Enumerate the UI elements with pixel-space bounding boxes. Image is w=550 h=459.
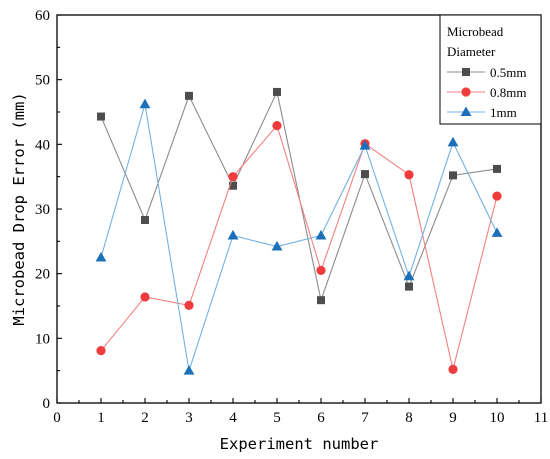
data-point-1mm-1 — [95, 251, 107, 262]
legend-entries: 0.5mm 0.8mm 1mm — [447, 65, 526, 120]
data-point-1mm-10 — [491, 227, 503, 237]
series-line-0.5mm — [100, 90, 498, 303]
data-point-0.5mm-1 — [97, 112, 105, 121]
data-point-0.8mm-4 — [228, 172, 238, 182]
legend-marker-0.5mm — [462, 68, 470, 76]
data-point-0.5mm-3 — [185, 91, 193, 100]
axis-tick-labels: 0 1 2 3 4 5 6 7 8 9 10 11 0 10 20 30 40 50 60 — [35, 8, 548, 426]
data-point-0.8mm-3 — [184, 300, 194, 310]
data-point-0.8mm-1 — [96, 346, 106, 356]
data-point-0.8mm-10 — [492, 191, 502, 201]
series-line-1mm — [100, 104, 498, 371]
legend-marker-0.8mm — [461, 87, 471, 97]
data-point-1mm-2 — [139, 98, 151, 109]
legend-marker-1mm — [460, 106, 472, 116]
y-axis-title: Microbead Drop Error (mm) — [10, 92, 28, 325]
x-tick-label-10: 10 — [490, 410, 505, 426]
x-tick-label-0: 0 — [53, 410, 61, 426]
data-point-0.8mm-6 — [316, 265, 326, 276]
x-tick-label-7: 7 — [361, 410, 369, 426]
data-point-1mm-6 — [315, 229, 327, 240]
data-point-1mm-7 — [359, 140, 371, 150]
x-tick-label-6: 6 — [317, 410, 325, 426]
data-point-1mm-9 — [447, 136, 459, 147]
legend: Microbead Diameter 0.5mm 0.8mm 1mm — [439, 14, 542, 125]
data-point-1mm-8 — [403, 270, 415, 281]
y-tick-label-3: 30 — [35, 202, 50, 218]
data-point-0.5mm-2 — [141, 215, 149, 224]
x-tick-label-8: 8 — [405, 410, 413, 426]
legend-label-0.5mm: 0.5mm — [490, 65, 526, 80]
x-axis-title: Experiment number — [220, 435, 379, 453]
data-point-0.5mm-8 — [405, 282, 413, 291]
axis-ticks — [56, 14, 542, 404]
x-tick-label-4: 4 — [229, 410, 237, 426]
data-point-1mm-5 — [271, 240, 283, 251]
data-point-0.8mm-2 — [140, 292, 150, 302]
data-point-0.8mm-5 — [272, 120, 282, 131]
series-line-0.8mm — [100, 124, 498, 370]
legend-label-1mm: 1mm — [490, 105, 517, 120]
x-tick-label-1: 1 — [97, 410, 105, 426]
legend-title-line-2: Diameter — [447, 44, 496, 59]
data-point-1mm-3 — [183, 365, 195, 375]
data-point-0.5mm-4 — [229, 181, 237, 190]
x-tick-label-9: 9 — [449, 410, 457, 426]
y-tick-label-1: 10 — [35, 331, 50, 347]
plot-series — [95, 87, 503, 375]
data-point-0.5mm-10 — [493, 164, 501, 173]
data-point-0.8mm-9 — [448, 364, 458, 374]
y-tick-label-0: 0 — [43, 396, 51, 412]
legend-box — [439, 14, 542, 125]
x-tick-label-11: 11 — [534, 410, 548, 426]
y-tick-label-4: 40 — [35, 137, 50, 153]
data-point-0.5mm-5 — [273, 87, 281, 96]
data-point-1mm-4 — [227, 229, 239, 240]
data-point-0.5mm-9 — [449, 171, 457, 180]
data-point-0.8mm-8 — [404, 170, 414, 180]
legend-label-0.8mm: 0.8mm — [490, 85, 526, 100]
x-tick-label-3: 3 — [185, 410, 193, 426]
x-tick-label-2: 2 — [141, 410, 149, 426]
y-tick-label-5: 50 — [35, 73, 50, 89]
legend-title-line-1: Microbead — [447, 24, 504, 39]
y-tick-label-2: 20 — [35, 267, 50, 283]
data-point-0.5mm-7 — [361, 170, 369, 179]
x-tick-label-5: 5 — [273, 410, 281, 426]
y-tick-label-6: 60 — [35, 8, 50, 24]
data-point-0.5mm-6 — [317, 296, 325, 305]
